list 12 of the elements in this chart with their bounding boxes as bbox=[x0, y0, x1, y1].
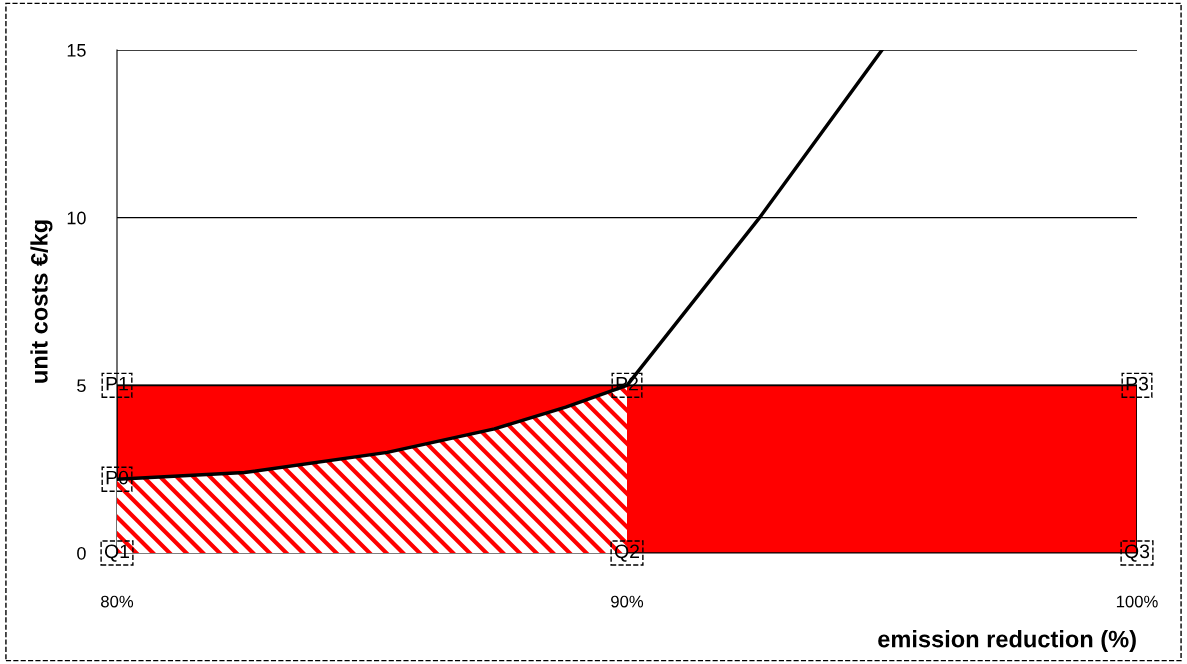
y-tick-label: 0 bbox=[77, 546, 86, 560]
x-tick-label: 90% bbox=[611, 595, 644, 608]
y-tick-label: 15 bbox=[67, 44, 86, 57]
annotation: Q3 bbox=[1124, 544, 1150, 562]
x-tick-label: 100% bbox=[1116, 595, 1158, 608]
y-tick-label: 5 bbox=[77, 379, 86, 393]
x-tick-label: 80% bbox=[101, 595, 134, 608]
y-axis-title: unit costs €/kg bbox=[30, 220, 53, 383]
x-axis-title: emission reduction (%) bbox=[878, 630, 1136, 653]
y-tick-label: 10 bbox=[67, 211, 86, 225]
annotation: P3 bbox=[1126, 376, 1149, 391]
annotation: Q1 bbox=[104, 544, 130, 562]
